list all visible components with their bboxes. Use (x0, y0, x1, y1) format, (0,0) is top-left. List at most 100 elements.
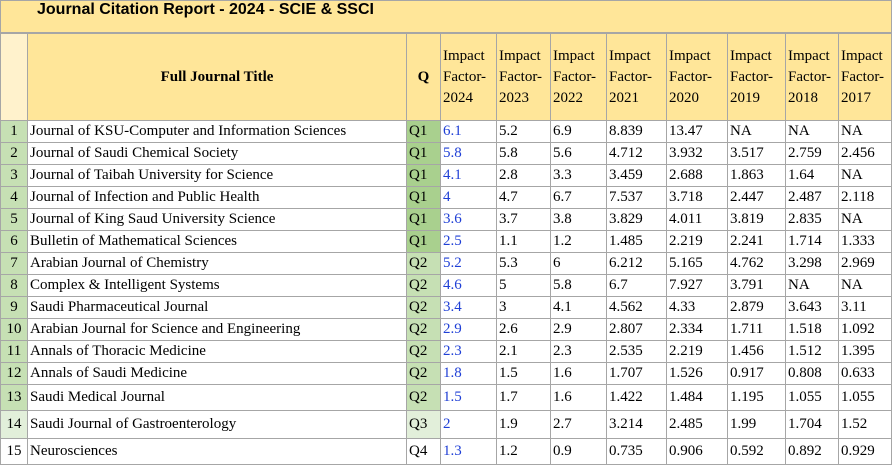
impact-factor: 1.9 (496, 410, 551, 439)
impact-factor: 1.704 (785, 410, 839, 439)
table-row: 4 Journal of Infection and Public Health Q… (0, 186, 892, 209)
impact-factor: 1.055 (838, 384, 892, 411)
impact-factor: 2.447 (727, 186, 786, 209)
impact-factor: 1.518 (785, 318, 839, 341)
impact-factor-header: Impact Factor-2023 (496, 33, 551, 121)
impact-factor: 0.892 (785, 438, 839, 465)
impact-factor: 3.643 (785, 296, 839, 319)
impact-factor: 0.735 (606, 438, 667, 465)
impact-factor-header: Impact Factor-2020 (666, 33, 728, 121)
impact-factor: 2.8 (496, 164, 551, 187)
impact-factor: 5.2 (440, 252, 497, 275)
row-number: 4 (0, 186, 28, 209)
impact-factor: 6.7 (550, 186, 607, 209)
impact-factor: NA (785, 274, 839, 297)
quartile: Q2 (406, 252, 441, 275)
impact-factor: 2.456 (838, 142, 892, 165)
impact-factor: 1.3 (440, 438, 497, 465)
impact-factor: 1.092 (838, 318, 892, 341)
table-row: 5 Journal of King Saud University Science… (0, 208, 892, 231)
impact-factor: 1.2 (496, 438, 551, 465)
impact-factor: 4 (440, 186, 497, 209)
impact-factor: 1.99 (727, 410, 786, 439)
impact-factor: 2.219 (666, 230, 728, 253)
impact-factor: 2.118 (838, 186, 892, 209)
impact-factor: 4.562 (606, 296, 667, 319)
table-row: 3 Journal of Taibah University for Scienc… (0, 164, 892, 187)
impact-factor: 5.165 (666, 252, 728, 275)
journal-title: Annals of Thoracic Medicine (27, 340, 407, 363)
journal-title: Saudi Pharmaceutical Journal (27, 296, 407, 319)
impact-factor: 1.8 (440, 362, 497, 385)
quartile: Q2 (406, 340, 441, 363)
table-row: 9 Saudi Pharmaceutical Journal Q2 3.4 3 4.1 4.… (0, 296, 892, 319)
impact-factor: 3.7 (496, 208, 551, 231)
impact-factor: 2 (440, 410, 497, 439)
impact-factor: 1.333 (838, 230, 892, 253)
journal-title: Complex & Intelligent Systems (27, 274, 407, 297)
table-row: 15 Neurosciences Q4 1.3 1.2 0.9 0.735 0.906 0.59… (0, 438, 892, 465)
impact-factor-header: Impact Factor-2021 (606, 33, 667, 121)
impact-factor: 2.3 (440, 340, 497, 363)
impact-factor: NA (838, 274, 892, 297)
impact-factor: 7.537 (606, 186, 667, 209)
impact-factor: 2.7 (550, 410, 607, 439)
impact-factor-header: Impact Factor-2022 (550, 33, 607, 121)
table-row: 2 Journal of Saudi Chemical Society Q1 5.8 5… (0, 142, 892, 165)
table-body: 1 Journal of KSU-Computer and Information… (0, 120, 892, 465)
impact-factor: 0.917 (727, 362, 786, 385)
row-number: 2 (0, 142, 28, 165)
table-row: 11 Annals of Thoracic Medicine Q2 2.3 2.1 2.3… (0, 340, 892, 363)
impact-factor: 3.298 (785, 252, 839, 275)
row-number: 13 (0, 384, 28, 411)
impact-factor: 3.932 (666, 142, 728, 165)
impact-factor: 2.688 (666, 164, 728, 187)
impact-factor-header: Impact Factor-2019 (727, 33, 786, 121)
impact-factor: 13.47 (666, 120, 728, 143)
impact-factor: 3.11 (838, 296, 892, 319)
impact-factor: 2.3 (550, 340, 607, 363)
quartile: Q4 (406, 438, 441, 465)
impact-factor: 1.707 (606, 362, 667, 385)
impact-factor: 2.9 (550, 318, 607, 341)
row-number: 1 (0, 120, 28, 143)
impact-factor: 1.195 (727, 384, 786, 411)
impact-factor: 4.6 (440, 274, 497, 297)
impact-factor: 5.8 (550, 274, 607, 297)
row-number: 10 (0, 318, 28, 341)
journal-title: Journal of KSU-Computer and Information … (27, 120, 407, 143)
impact-factor: 6.7 (606, 274, 667, 297)
quartile: Q1 (406, 142, 441, 165)
impact-factor: 2.241 (727, 230, 786, 253)
impact-factor: 2.535 (606, 340, 667, 363)
impact-factor: 3.459 (606, 164, 667, 187)
impact-factor: 5.8 (496, 142, 551, 165)
impact-factor: 3.6 (440, 208, 497, 231)
journal-title: Journal of King Saud University Science (27, 208, 407, 231)
impact-factor: 1.422 (606, 384, 667, 411)
impact-factor: 2.487 (785, 186, 839, 209)
impact-factor: 2.759 (785, 142, 839, 165)
journal-table: Full Journal Title Q Impact Factor-2024 Imp… (0, 33, 892, 465)
impact-factor: 2.879 (727, 296, 786, 319)
row-number: 9 (0, 296, 28, 319)
row-number: 6 (0, 230, 28, 253)
impact-factor: 3.3 (550, 164, 607, 187)
impact-factor: 5.3 (496, 252, 551, 275)
impact-factor: 3.4 (440, 296, 497, 319)
quartile: Q2 (406, 384, 441, 411)
impact-factor-header: Impact Factor-2017 (838, 33, 892, 121)
journal-title: Saudi Journal of Gastroenterology (27, 410, 407, 439)
impact-factor: 2.219 (666, 340, 728, 363)
impact-factor: 4.1 (550, 296, 607, 319)
impact-factor: 1.456 (727, 340, 786, 363)
journal-title: Annals of Saudi Medicine (27, 362, 407, 385)
impact-factor: 0.633 (838, 362, 892, 385)
impact-factor: 4.33 (666, 296, 728, 319)
impact-factor: 1.863 (727, 164, 786, 187)
impact-factor: 3.819 (727, 208, 786, 231)
impact-factor: 1.5 (440, 384, 497, 411)
table-row: 1 Journal of KSU-Computer and Information… (0, 120, 892, 143)
journal-title: Arabian Journal of Chemistry (27, 252, 407, 275)
